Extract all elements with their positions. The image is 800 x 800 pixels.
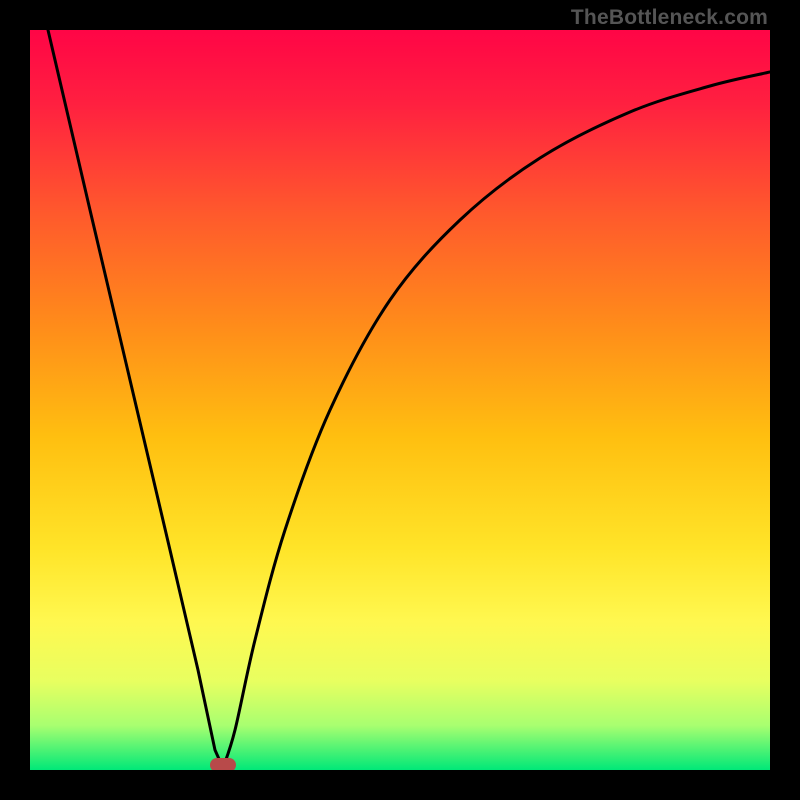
watermark-text: TheBottleneck.com (571, 6, 768, 30)
curve-left-branch (48, 30, 223, 768)
curve-layer (30, 30, 770, 770)
curve-right-branch (223, 72, 770, 768)
plot-area (30, 30, 770, 770)
chart-frame: TheBottleneck.com (0, 0, 800, 800)
minimum-marker (210, 758, 236, 770)
